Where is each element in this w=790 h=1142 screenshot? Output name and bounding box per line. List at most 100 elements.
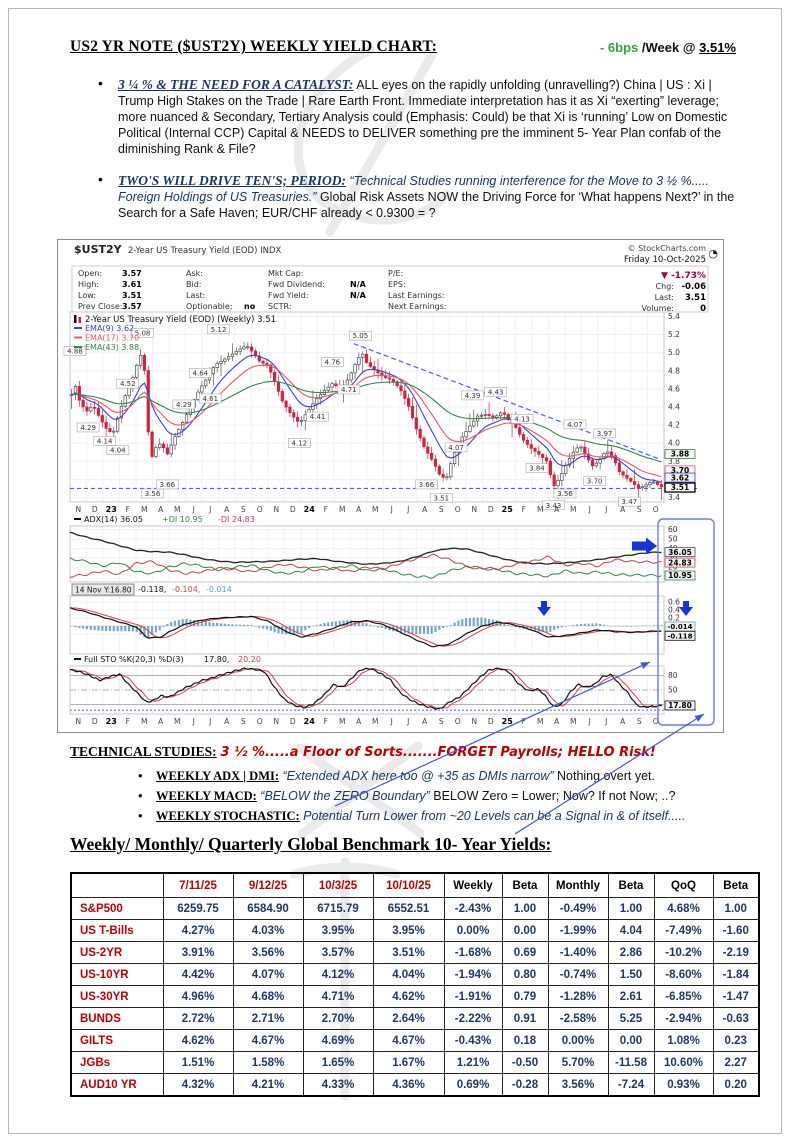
svg-text:24: 24 bbox=[304, 505, 316, 514]
svg-text:Last Earnings:: Last Earnings: bbox=[388, 291, 445, 300]
cell: 2.61 bbox=[607, 985, 655, 1008]
svg-text:O: O bbox=[257, 505, 263, 514]
cell: 4.12% bbox=[302, 963, 374, 986]
adx-panel: ADX(14) 36.05+DI 10.95-DI 24.83605040302… bbox=[69, 515, 696, 583]
svg-text:Open:: Open: bbox=[78, 269, 102, 278]
svg-text:3.43: 3.43 bbox=[546, 502, 562, 510]
svg-text:M: M bbox=[372, 505, 378, 514]
svg-text:5.0: 5.0 bbox=[668, 348, 680, 357]
cell: 4.62% bbox=[162, 1029, 234, 1052]
svg-text:O: O bbox=[455, 505, 461, 514]
svg-text:4.12: 4.12 bbox=[292, 439, 308, 447]
svg-text:0.2: 0.2 bbox=[668, 614, 680, 623]
cell: -1.68% bbox=[443, 941, 503, 964]
svg-text:F: F bbox=[522, 505, 526, 514]
svg-text:Last:: Last: bbox=[655, 293, 674, 302]
svg-text:Volume:: Volume: bbox=[642, 304, 674, 313]
svg-text:24.83: 24.83 bbox=[668, 558, 692, 567]
svg-text:Full STO %K(20,3) %D(3): Full STO %K(20,3) %D(3) bbox=[84, 655, 184, 664]
svg-text:A: A bbox=[224, 505, 230, 514]
cell: 1.00 bbox=[501, 897, 549, 920]
cell: 3.51% bbox=[372, 941, 445, 964]
table-row: US-2YR 3.91% 3.56% 3.57% 3.51% -1.68% 0.69 -1.4… bbox=[70, 941, 760, 964]
col-header: 7/11/25 bbox=[162, 872, 234, 898]
svg-text:S: S bbox=[439, 717, 444, 726]
svg-text:Fwd Dividend:: Fwd Dividend: bbox=[268, 280, 325, 289]
svg-text:3.57: 3.57 bbox=[122, 302, 142, 311]
cell: 0.00% bbox=[547, 1029, 609, 1052]
svg-text:25: 25 bbox=[502, 505, 514, 514]
page-border bbox=[8, 8, 782, 1134]
svg-text:ADX(14) 36.05: ADX(14) 36.05 bbox=[84, 515, 143, 524]
svg-text:3.88: 3.88 bbox=[671, 450, 690, 459]
technical-studies-heading: TECHNICAL STUDIES: 3 ½ %.....a Floor of … bbox=[70, 744, 656, 760]
technical-studies-label: TECHNICAL STUDIES: bbox=[70, 744, 217, 759]
weekly-change-mid: /Week @ bbox=[638, 40, 700, 55]
bullet-twos-tens-heading: TWO'S WILL DRIVE TEN'S; PERIOD: bbox=[118, 173, 347, 188]
svg-text:4.04: 4.04 bbox=[110, 447, 126, 455]
cell: 4.32% bbox=[162, 1073, 234, 1097]
cell: -1.94% bbox=[443, 963, 503, 986]
svg-text:Last:: Last: bbox=[186, 291, 205, 300]
svg-text:D: D bbox=[92, 717, 98, 726]
cell: 0.91 bbox=[501, 1007, 549, 1030]
cell: 1.65% bbox=[302, 1051, 374, 1074]
svg-text:◔: ◔ bbox=[708, 247, 718, 260]
svg-text:Friday 10-Oct-2025: Friday 10-Oct-2025 bbox=[624, 255, 706, 265]
cell: 6552.51 bbox=[372, 897, 445, 920]
row-label: US T-Bills bbox=[70, 919, 164, 942]
table-row: BUNDS 2.72% 2.71% 2.70% 2.64% -2.22% 0.91 -2.58… bbox=[70, 1007, 760, 1030]
svg-text:A: A bbox=[422, 717, 428, 726]
svg-text:2-Year US Treasury Yield (EOD): 2-Year US Treasury Yield (EOD) INDX bbox=[128, 246, 282, 256]
svg-text:4.8: 4.8 bbox=[668, 366, 680, 375]
tech-item-macd-label: WEEKLY MACD: bbox=[156, 789, 257, 803]
svg-text:14 Nov Y:16.80: 14 Nov Y:16.80 bbox=[75, 586, 132, 595]
col-header: 10/10/25 bbox=[372, 872, 445, 898]
cell: 4.04% bbox=[372, 963, 445, 986]
svg-text:M: M bbox=[372, 717, 378, 726]
svg-text:J: J bbox=[192, 505, 195, 514]
cell: 4.04 bbox=[607, 919, 655, 942]
col-header: Beta bbox=[607, 872, 655, 898]
cell: 1.00 bbox=[712, 897, 760, 920]
cell: 4.68% bbox=[653, 897, 714, 920]
cell: 5.70% bbox=[547, 1051, 609, 1074]
svg-text:Mkt Cap:: Mkt Cap: bbox=[268, 269, 303, 278]
cell: -2.19 bbox=[712, 941, 760, 964]
svg-text:4.07: 4.07 bbox=[567, 421, 583, 429]
cell: 0.18 bbox=[501, 1029, 549, 1052]
svg-text:5.05: 5.05 bbox=[353, 332, 369, 340]
tech-item-adx-quote: “Extended ADX here too @ +35 as DMIs nar… bbox=[279, 769, 554, 783]
svg-text:Fwd Yield:: Fwd Yield: bbox=[268, 291, 309, 300]
svg-text:N: N bbox=[471, 505, 477, 514]
cell: 1.21% bbox=[443, 1051, 503, 1074]
cell: 4.71% bbox=[302, 985, 374, 1008]
svg-text:4.64: 4.64 bbox=[193, 369, 209, 377]
page-title: US2 YR NOTE ($UST2Y) WEEKLY YIELD CHART: bbox=[70, 38, 438, 55]
svg-text:A: A bbox=[620, 717, 626, 726]
price-panel: 4.884.294.144.044.525.083.563.664.294.64… bbox=[63, 311, 698, 511]
svg-text:J: J bbox=[390, 505, 393, 514]
svg-text:-0.118,: -0.118, bbox=[138, 585, 166, 594]
svg-text:Next Earnings:: Next Earnings: bbox=[388, 302, 447, 311]
svg-text:O: O bbox=[455, 717, 461, 726]
cell: 1.08% bbox=[653, 1029, 714, 1052]
cell: -0.74% bbox=[547, 963, 609, 986]
cell: 4.42% bbox=[162, 963, 234, 986]
svg-text:▼ -1.73%: ▼ -1.73% bbox=[661, 271, 706, 281]
cell: 4.27% bbox=[162, 919, 234, 942]
svg-text:SCTR:: SCTR: bbox=[268, 302, 292, 311]
cell: 4.69% bbox=[302, 1029, 374, 1052]
svg-text:F: F bbox=[324, 717, 328, 726]
tech-item-adx: WEEKLY ADX | DMI: “Extended ADX here too… bbox=[138, 768, 752, 784]
svg-text:A: A bbox=[158, 717, 164, 726]
svg-text:-DI 24.83: -DI 24.83 bbox=[218, 515, 255, 524]
col-header: Beta bbox=[501, 872, 549, 898]
title-row: US2 YR NOTE ($UST2Y) WEEKLY YIELD CHART:… bbox=[70, 38, 738, 60]
svg-text:-0.06: -0.06 bbox=[682, 282, 707, 292]
cell: 1.51% bbox=[162, 1051, 234, 1074]
svg-text:A: A bbox=[554, 505, 560, 514]
sto-panel: Full STO %K(20,3) %D(3) 17.80, 20.20 80 50 17… bbox=[69, 655, 698, 715]
svg-text:0: 0 bbox=[700, 304, 706, 314]
